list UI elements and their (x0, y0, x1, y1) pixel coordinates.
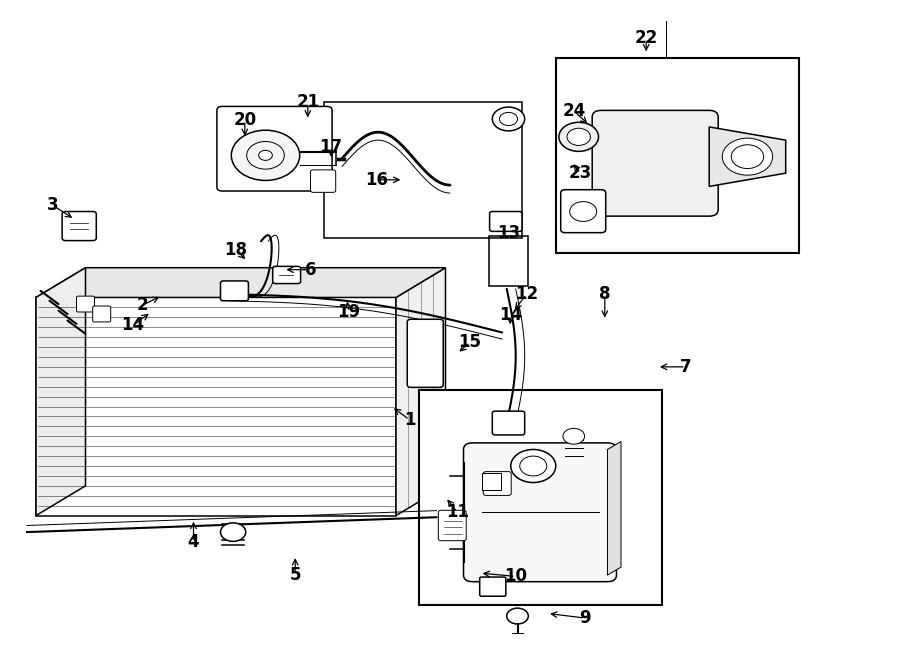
FancyBboxPatch shape (310, 170, 336, 192)
Polygon shape (709, 127, 786, 186)
Text: 14: 14 (499, 306, 522, 325)
Bar (556, 58, 799, 253)
Bar (418, 390, 662, 605)
Circle shape (231, 130, 300, 180)
Text: 12: 12 (515, 285, 538, 303)
Text: 6: 6 (305, 260, 316, 279)
FancyBboxPatch shape (490, 212, 522, 231)
Text: 9: 9 (580, 609, 590, 627)
Polygon shape (608, 442, 621, 575)
FancyBboxPatch shape (407, 319, 443, 387)
Text: 24: 24 (562, 102, 586, 120)
FancyBboxPatch shape (220, 281, 248, 301)
Circle shape (507, 608, 528, 624)
Circle shape (559, 122, 598, 151)
Text: 11: 11 (446, 503, 469, 522)
FancyBboxPatch shape (592, 110, 718, 216)
Text: 14: 14 (122, 316, 145, 334)
Circle shape (511, 449, 556, 483)
Polygon shape (36, 297, 396, 516)
FancyBboxPatch shape (76, 296, 94, 312)
Text: 16: 16 (364, 171, 388, 189)
Circle shape (258, 150, 273, 161)
Text: 5: 5 (290, 566, 301, 584)
Text: 23: 23 (569, 164, 592, 182)
Text: 10: 10 (504, 567, 527, 586)
Polygon shape (36, 268, 446, 297)
Bar (324, 102, 522, 238)
Polygon shape (396, 268, 446, 516)
Text: 7: 7 (680, 358, 691, 376)
Circle shape (722, 138, 773, 175)
FancyBboxPatch shape (561, 190, 606, 233)
Text: 8: 8 (599, 285, 610, 303)
Circle shape (567, 128, 590, 145)
Text: 17: 17 (320, 137, 343, 156)
Bar (489, 236, 528, 286)
Text: 3: 3 (47, 196, 58, 214)
FancyBboxPatch shape (438, 510, 466, 541)
FancyBboxPatch shape (492, 411, 525, 435)
Text: 13: 13 (497, 223, 520, 242)
Text: 4: 4 (188, 533, 199, 551)
FancyBboxPatch shape (464, 443, 616, 582)
Circle shape (492, 107, 525, 131)
FancyBboxPatch shape (93, 306, 111, 322)
FancyBboxPatch shape (62, 212, 96, 241)
Text: 19: 19 (338, 303, 361, 321)
FancyBboxPatch shape (273, 266, 301, 284)
FancyBboxPatch shape (217, 106, 332, 191)
Text: 15: 15 (458, 333, 482, 352)
Text: 1: 1 (404, 410, 415, 429)
Text: 21: 21 (296, 93, 320, 112)
FancyBboxPatch shape (480, 577, 506, 596)
FancyBboxPatch shape (483, 472, 511, 496)
Text: 20: 20 (233, 111, 256, 130)
Circle shape (563, 428, 585, 444)
Text: 22: 22 (634, 29, 658, 48)
Text: 18: 18 (224, 241, 248, 259)
Polygon shape (36, 268, 86, 516)
Text: 2: 2 (137, 296, 148, 315)
Circle shape (220, 523, 246, 541)
Bar (482, 473, 501, 490)
